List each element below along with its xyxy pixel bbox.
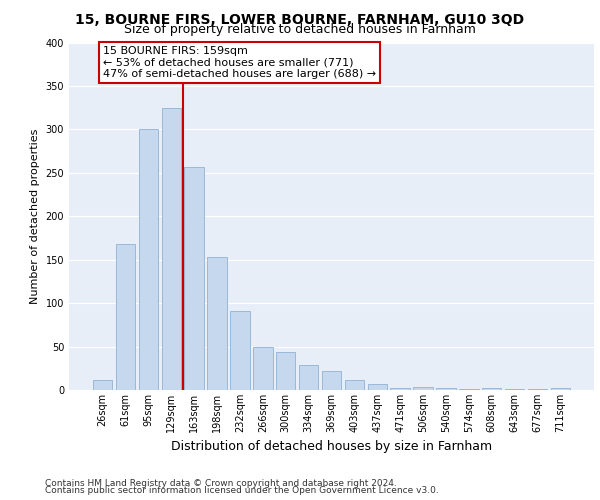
Bar [459,389,479,390]
Bar [391,388,410,390]
X-axis label: Distribution of detached houses by size in Farnham: Distribution of detached houses by size … [171,440,492,454]
Bar [482,388,502,390]
Bar [276,352,295,390]
Bar [161,108,181,390]
Bar [344,380,364,390]
Bar [253,346,272,390]
Text: 15 BOURNE FIRS: 159sqm
← 53% of detached houses are smaller (771)
47% of semi-de: 15 BOURNE FIRS: 159sqm ← 53% of detached… [103,46,376,79]
Text: Contains HM Land Registry data © Crown copyright and database right 2024.: Contains HM Land Registry data © Crown c… [45,478,397,488]
Bar [230,311,250,390]
Bar [208,257,227,390]
Bar [116,244,135,390]
Text: 15, BOURNE FIRS, LOWER BOURNE, FARNHAM, GU10 3QD: 15, BOURNE FIRS, LOWER BOURNE, FARNHAM, … [76,12,524,26]
Bar [184,166,204,390]
Bar [413,388,433,390]
Bar [299,365,319,390]
Bar [551,388,570,390]
Text: Size of property relative to detached houses in Farnham: Size of property relative to detached ho… [124,22,476,36]
Bar [505,389,524,390]
Bar [322,371,341,390]
Bar [139,130,158,390]
Bar [93,380,112,390]
Y-axis label: Number of detached properties: Number of detached properties [30,128,40,304]
Text: Contains public sector information licensed under the Open Government Licence v3: Contains public sector information licen… [45,486,439,495]
Bar [528,389,547,390]
Bar [436,388,455,390]
Bar [368,384,387,390]
